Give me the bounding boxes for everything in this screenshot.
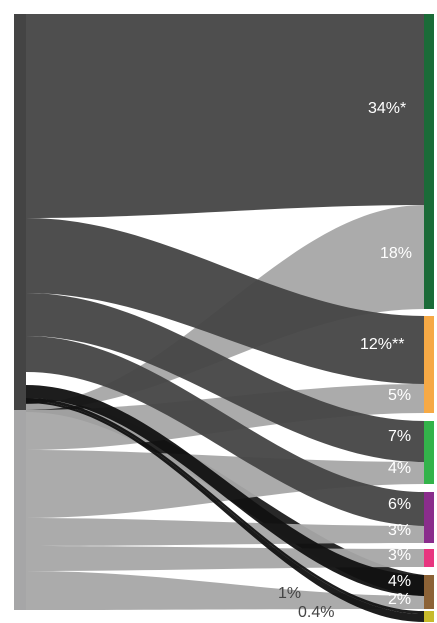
flow-labels: 34%*18%12%**5%7%4%6%3%3%4%2%1%0.4%	[278, 100, 412, 621]
target-bar-yellow	[424, 611, 434, 622]
flow-label-2: 12%**	[360, 336, 404, 353]
flow-band-lower-brown-10	[26, 571, 424, 610]
flow-label-6: 6%	[388, 496, 411, 513]
flow-band-lower-purple-7	[26, 518, 424, 546]
target-bar-pink	[424, 549, 434, 567]
target-bar-brown	[424, 575, 434, 609]
target-bar-green	[424, 14, 434, 309]
target-bar-orange	[424, 316, 434, 413]
flow-label-5: 4%	[388, 460, 411, 477]
flow-band-upper-green-0	[26, 14, 424, 218]
flow-label-4: 7%	[388, 428, 411, 445]
flow-band-upper-orange-2	[26, 218, 424, 384]
flow-label-10: 2%	[388, 591, 411, 608]
flow-label-7: 3%	[388, 522, 411, 539]
flow-band-upper-purple-6	[26, 336, 424, 526]
target-bar-light-green	[424, 421, 434, 484]
flow-label-3: 5%	[388, 387, 411, 404]
flow-label-1: 18%	[380, 245, 412, 262]
source-bar-upper	[14, 14, 26, 410]
flow-label-9: 4%	[388, 573, 411, 590]
flow-band-upper-brown-9	[26, 385, 424, 596]
flow-band-upper-light-green-4	[26, 293, 424, 462]
flow-label-0: 34%*	[368, 100, 406, 117]
source-bar-lower	[14, 410, 26, 610]
flow-band-upper-yellow-11	[26, 398, 424, 614]
flow-label-11: 1%	[278, 585, 301, 602]
target-bars	[14, 14, 434, 622]
flow-label-12: 0.4%	[298, 604, 334, 621]
flow-band-upper-yellow-12	[26, 401, 424, 622]
target-bar-purple	[424, 492, 434, 543]
flow-bands	[26, 14, 424, 622]
flow-label-8: 3%	[388, 547, 411, 564]
